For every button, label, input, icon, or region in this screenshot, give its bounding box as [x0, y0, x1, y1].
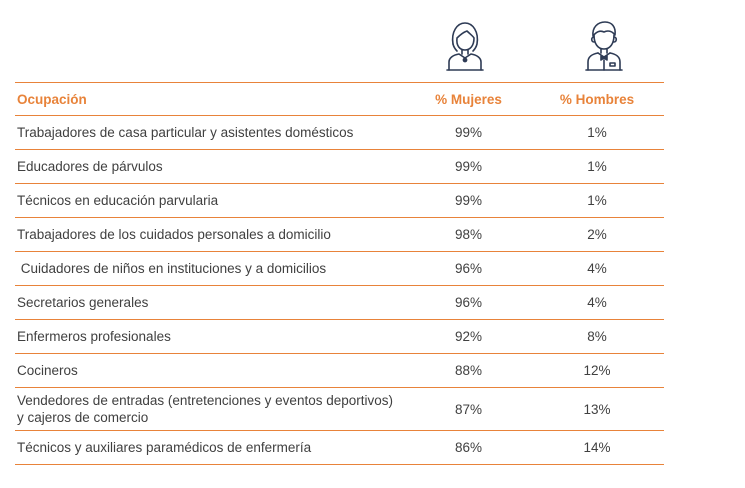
header-men-percent: % Hombres [532, 82, 664, 116]
table-row: Técnicos y auxiliares paramédicos de enf… [15, 430, 664, 465]
men-percent-cell: 8% [532, 319, 664, 354]
men-percent-cell: 4% [532, 285, 664, 320]
occupation-cell: Enfermeros profesionales [15, 319, 407, 354]
header-women-percent: % Mujeres [407, 82, 532, 116]
occupation-cell: Educadores de párvulos [15, 149, 407, 184]
men-percent-cell: 1% [532, 149, 664, 184]
men-percent-cell: 12% [532, 353, 664, 388]
women-percent-cell: 86% [407, 430, 532, 465]
man-avatar-icon [582, 18, 626, 72]
women-percent-cell: 99% [407, 149, 532, 184]
occupation-cell: Secretarios generales [15, 285, 407, 320]
women-percent-cell: 87% [407, 387, 532, 431]
header-occupation: Ocupación [15, 82, 407, 116]
header-icons [0, 18, 745, 74]
table-row: Vendedores de entradas (entretenciones y… [15, 387, 664, 431]
table-row: Cocineros 88% 12% [15, 353, 664, 388]
table-row: Cuidadores de niños en instituciones y a… [15, 251, 664, 286]
men-percent-cell: 14% [532, 430, 664, 465]
women-percent-cell: 98% [407, 217, 532, 252]
occupation-cell: Trabajadores de los cuidados personales … [15, 217, 407, 252]
table-row: Educadores de párvulos 99% 1% [15, 149, 664, 184]
women-percent-cell: 99% [407, 183, 532, 218]
women-percent-cell: 92% [407, 319, 532, 354]
men-percent-cell: 2% [532, 217, 664, 252]
men-percent-cell: 13% [532, 387, 664, 431]
occupation-cell: Técnicos y auxiliares paramédicos de enf… [15, 430, 407, 465]
table-row: Técnicos en educación parvularia 99% 1% [15, 183, 664, 218]
occupation-cell: Vendedores de entradas (entretenciones y… [15, 387, 407, 431]
women-percent-cell: 88% [407, 353, 532, 388]
men-percent-cell: 1% [532, 183, 664, 218]
women-percent-cell: 99% [407, 115, 532, 150]
men-percent-cell: 1% [532, 115, 664, 150]
occupation-cell: Técnicos en educación parvularia [15, 183, 407, 218]
table-row: Trabajadores de los cuidados personales … [15, 217, 664, 252]
table-row: Trabajadores de casa particular y asiste… [15, 115, 664, 150]
women-percent-cell: 96% [407, 251, 532, 286]
men-percent-cell: 4% [532, 251, 664, 286]
occupation-cell: Trabajadores de casa particular y asiste… [15, 115, 407, 150]
occupations-table: Ocupación % Mujeres % Hombres Trabajador… [15, 82, 664, 465]
occupation-cell: Cocineros [15, 353, 407, 388]
table-row: Enfermeros profesionales 92% 8% [15, 319, 664, 354]
woman-avatar-icon [443, 18, 487, 72]
occupation-cell: Cuidadores de niños en instituciones y a… [15, 251, 407, 286]
table-header-row: Ocupación % Mujeres % Hombres [15, 82, 664, 116]
table-row: Secretarios generales 96% 4% [15, 285, 664, 320]
women-percent-cell: 96% [407, 285, 532, 320]
